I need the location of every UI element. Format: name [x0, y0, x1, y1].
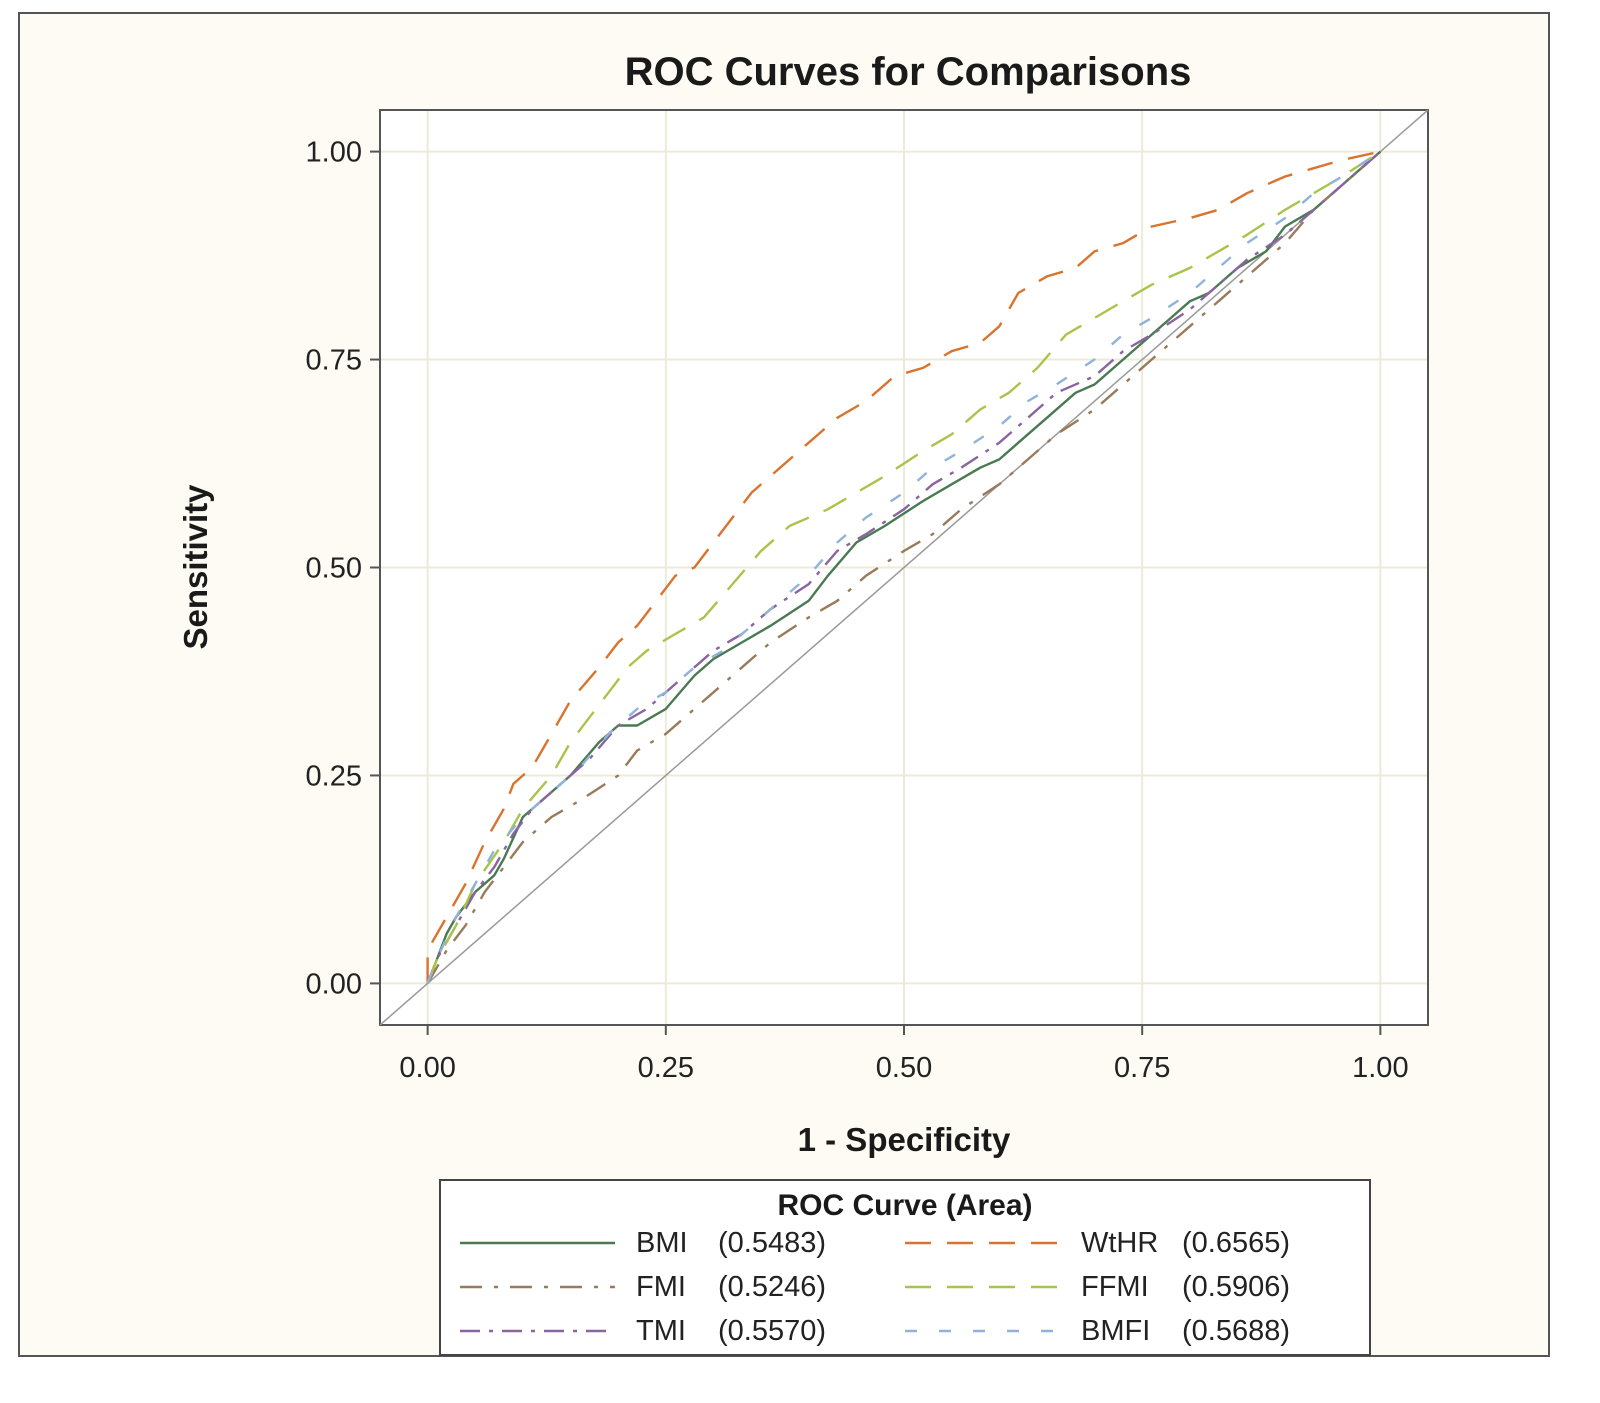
series-line-wthr — [426, 150, 1381, 984]
legend-label-bmfi: BMFI — [1081, 1315, 1150, 1347]
legend-label-fmi: FMI — [636, 1271, 686, 1303]
x-tick-label: 0.25 — [638, 1052, 694, 1084]
legend-area-fmi: (0.5246) — [718, 1271, 826, 1303]
series-line-fmi — [426, 150, 1382, 985]
legend-box — [439, 1179, 1371, 1356]
legend-area-bmi: (0.5483) — [718, 1227, 826, 1259]
x-axis-label: 1 - Specificity — [798, 1121, 1011, 1158]
reference-diagonal-line — [379, 109, 1429, 1026]
legend: ROC Curve (Area) BMI (0.5483) WtHR (0.6565)… — [439, 1179, 1371, 1356]
legend-label-tmi: TMI — [636, 1315, 686, 1347]
x-tick-label: 0.50 — [876, 1052, 932, 1084]
x-tick-label: 1.00 — [1352, 1052, 1408, 1084]
legend-label-ffmi: FFMI — [1081, 1271, 1149, 1303]
x-tick-label: 0.75 — [1114, 1052, 1170, 1084]
legend-label-bmi: BMI — [636, 1227, 688, 1259]
series-line-ffmi — [426, 150, 1382, 984]
y-axis-label: Sensitivity — [177, 484, 214, 650]
legend-label-wthr: WtHR — [1081, 1227, 1158, 1259]
legend-title: ROC Curve (Area) — [777, 1189, 1032, 1222]
legend-area-wthr: (0.6565) — [1182, 1227, 1290, 1259]
y-tick-label: 1.00 — [306, 137, 362, 169]
y-tick-label: 0.75 — [306, 345, 362, 377]
series-lines — [426, 150, 1382, 985]
axis-ticks: 0.00 0.25 0.50 0.75 1.00 0.00 0.25 0.50 0.75 1.00 — [306, 137, 1409, 1084]
legend-area-bmfi: (0.5688) — [1182, 1315, 1290, 1347]
series-line-tmi — [426, 150, 1382, 984]
y-tick-label: 0.00 — [306, 968, 362, 1000]
legend-area-tmi: (0.5570) — [718, 1315, 826, 1347]
series-line-bmfi — [426, 150, 1382, 984]
x-tick-label: 0.00 — [399, 1052, 455, 1084]
y-tick-label: 0.50 — [306, 553, 362, 585]
legend-area-ffmi: (0.5906) — [1182, 1271, 1290, 1303]
y-tick-label: 0.25 — [306, 760, 362, 792]
chart-title: ROC Curves for Comparisons — [625, 50, 1192, 94]
